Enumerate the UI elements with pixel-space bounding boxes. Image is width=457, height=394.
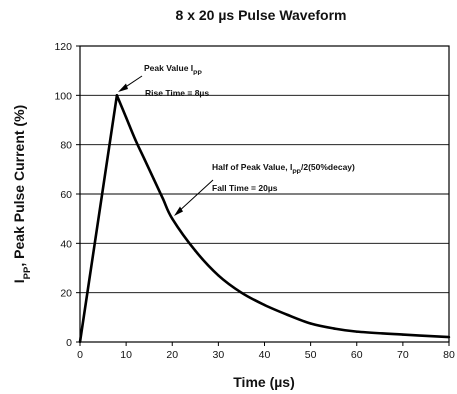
data-point-8 (194, 249, 197, 252)
half-peak-label: Half of Peak Value, IPP/2(50%decay) (212, 162, 355, 176)
y-tick-label-3: 60 (60, 189, 72, 201)
data-point-2 (124, 116, 128, 119)
data-point-17 (447, 335, 451, 339)
half-peak-arrow-line (176, 179, 214, 214)
x-tick-label-3: 30 (213, 349, 225, 361)
x-tick-label-2: 20 (166, 349, 178, 361)
y-axis-label-subscript: PP (22, 266, 33, 279)
peak-value-text: Peak Value I (144, 63, 193, 73)
y-tick-label-4: 80 (60, 140, 72, 152)
x-tick-label-6: 60 (351, 349, 363, 361)
data-point-4 (143, 158, 146, 161)
x-tick-label-4: 40 (259, 349, 271, 361)
y-tick-label-5: 100 (54, 90, 72, 102)
x-axis: 0 10 20 30 40 50 60 70 80 (77, 342, 455, 361)
data-point-12 (286, 313, 289, 317)
x-tick-label-0: 0 (77, 349, 83, 361)
x-tick-label-1: 10 (120, 349, 132, 361)
data-point-13 (309, 322, 312, 325)
fall-time-label: Fall Time = 20µs (212, 183, 278, 193)
data-point-14 (332, 327, 335, 330)
data-point-5 (152, 178, 155, 181)
half-peak-subscript: PP (292, 169, 301, 176)
data-point-16 (401, 333, 405, 336)
data-point-11 (263, 303, 266, 307)
x-tick-label-5: 50 (305, 349, 317, 361)
gridlines (80, 94, 449, 294)
half-peak-rest-text: /2(50%decay) (301, 162, 355, 172)
chart-title: 8 x 20 µs Pulse Waveform (176, 7, 347, 23)
y-axis-label-symbol: I (11, 279, 27, 283)
y-tick-label-6: 120 (54, 41, 72, 53)
x-axis-label: Time (µs) (233, 374, 295, 390)
data-point-6 (161, 197, 165, 201)
half-peak-arrow-head (174, 206, 183, 216)
series-points (78, 94, 451, 344)
peak-value-label: Peak Value IPP (144, 63, 202, 77)
x-tick-label-8: 80 (443, 349, 455, 361)
x-tick-label-7: 70 (397, 349, 409, 361)
y-axis: 0 20 40 60 80 100 120 (54, 41, 80, 349)
rise-time-label: Rise Time = 8µs (145, 88, 209, 98)
data-point-0 (78, 340, 82, 344)
data-point-1 (115, 94, 119, 97)
data-point-9 (217, 274, 220, 277)
peak-value-subscript: PP (193, 70, 202, 77)
y-tick-label-2: 40 (60, 238, 72, 250)
data-point-10 (240, 291, 243, 294)
data-point-3 (134, 138, 137, 141)
y-axis-label-text: , Peak Pulse Current (%) (11, 105, 27, 267)
data-point-15 (355, 330, 358, 333)
data-point-7 (171, 217, 174, 220)
half-peak-text: Half of Peak Value, I (212, 162, 292, 172)
peak-arrow-head (118, 83, 128, 92)
y-tick-label-0: 0 (66, 337, 72, 349)
y-axis-label: IPP, Peak Pulse Current (%) (11, 105, 33, 283)
y-tick-label-1: 20 (60, 288, 72, 300)
